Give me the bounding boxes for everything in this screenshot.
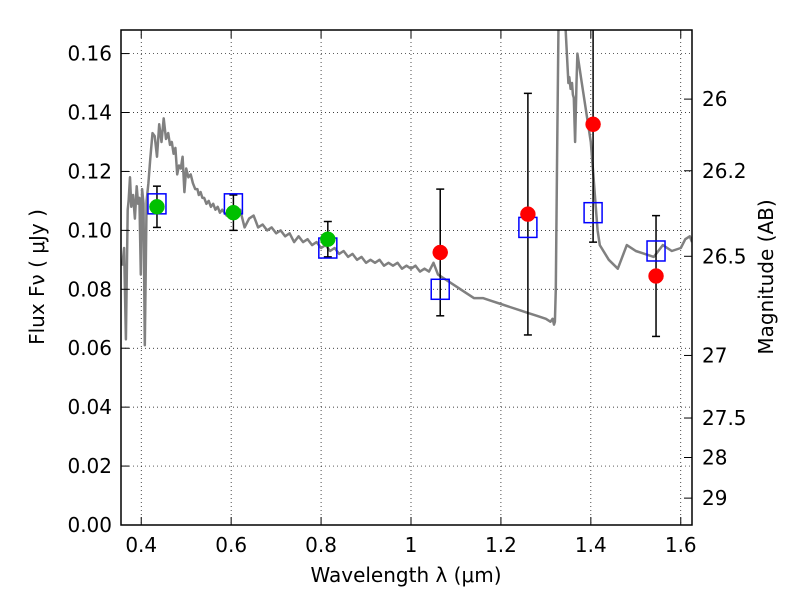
y2-axis-label: Magnitude (AB): [754, 199, 778, 354]
y2-tick-label: 27.5: [702, 406, 747, 430]
y2-tick-label: 27: [702, 343, 727, 367]
photometry-point: [585, 116, 601, 133]
y-axis-label: Flux Fν ( μJy ): [25, 209, 49, 345]
x-tick-label: 1.2: [485, 533, 517, 557]
grid-lines: [121, 30, 692, 526]
photometry-point: [149, 199, 165, 215]
y2-tick-label: 28: [702, 446, 727, 470]
model-photometry-square: [646, 240, 666, 262]
x-axis-label: Wavelength λ (μm): [310, 563, 501, 587]
y2-tick-label: 26: [702, 87, 727, 111]
x-tick-label: 1.4: [575, 533, 607, 557]
plot-frame: [120, 29, 693, 526]
model-photometry-square: [430, 278, 450, 301]
model-photometry-square: [583, 201, 603, 224]
x-tick-label: 0.4: [125, 533, 157, 557]
photometry-point: [520, 206, 536, 222]
y2-tick-label: 26.5: [702, 244, 747, 268]
y-tick-label: 0.04: [67, 395, 112, 419]
x-axis-label-text: Wavelength λ (μm): [310, 563, 501, 587]
y-tick-label: 0.16: [67, 42, 112, 66]
y2-tick-label: 29: [702, 486, 727, 510]
y-tick-label: 0.14: [67, 101, 112, 125]
x-tick-label: 0.6: [215, 533, 247, 557]
marker-layer: [147, 116, 666, 301]
y-tick-label: 0.10: [67, 218, 112, 242]
x-tick-label: 1: [405, 533, 418, 557]
y-tick-label: 0.00: [67, 513, 112, 537]
photometry-point: [432, 244, 448, 261]
y-tick-label: 0.08: [67, 277, 112, 301]
y-tick-label: 0.12: [67, 159, 112, 183]
photometry-point: [320, 231, 336, 247]
y-tick-label: 0.06: [67, 336, 112, 360]
axis-ticks: 0.4 0.6 0.8 1 1.2 1.4 1.6 0.00 0.02 0.04 0.06 0.08 0…: [67, 30, 747, 557]
photometry-point: [225, 204, 242, 221]
y-tick-label: 0.02: [67, 454, 112, 478]
photometry-point: [648, 268, 664, 284]
x-tick-label: 0.8: [305, 533, 337, 557]
y2-tick-label: 26.2: [702, 159, 747, 183]
x-tick-label: 1.6: [665, 533, 697, 557]
